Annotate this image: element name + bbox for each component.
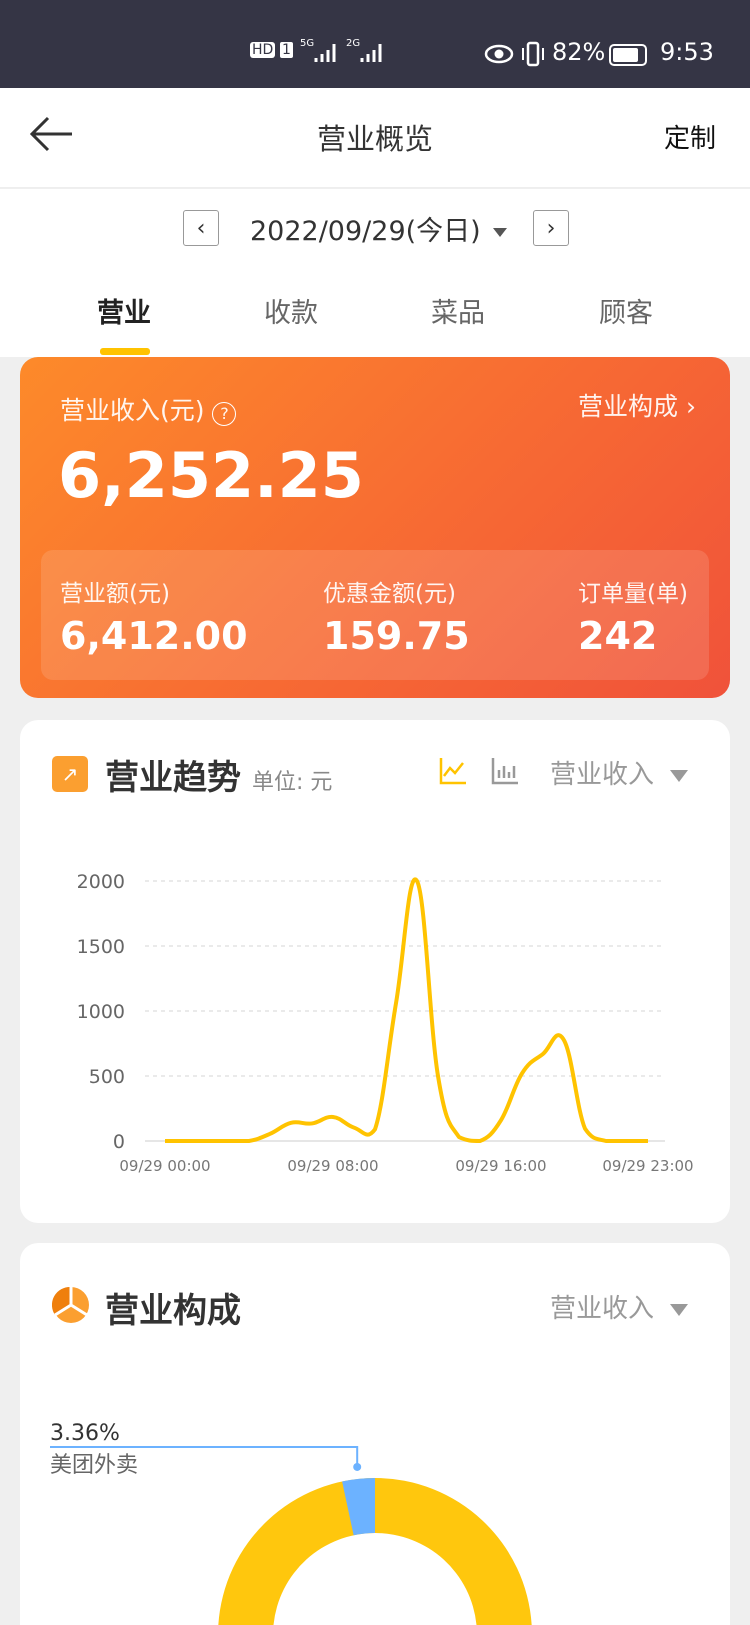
slice-name-label: 美团外卖 xyxy=(50,1453,138,1478)
line-chart-icon[interactable] xyxy=(438,756,468,786)
date-selector[interactable]: 2022/09/29(今日) xyxy=(250,209,507,248)
income-value: 6,252.25 xyxy=(58,439,364,512)
x-tick-label: 09/29 16:00 xyxy=(455,1157,546,1175)
composition-title: 营业构成 xyxy=(105,1291,241,1331)
signal-icon xyxy=(314,44,336,62)
x-tick-label: 09/29 08:00 xyxy=(287,1157,378,1175)
x-tick-label: 09/29 23:00 xyxy=(602,1157,693,1175)
battery-percent: 82% xyxy=(552,38,606,66)
trend-icon: ↗ xyxy=(52,756,88,792)
vibrate-icon xyxy=(522,41,544,67)
back-arrow-icon[interactable] xyxy=(28,116,74,152)
composition-link[interactable]: 营业构成 › xyxy=(578,392,696,421)
donut-slice xyxy=(218,1477,532,1625)
date-and-tabs: ‹ 2022/09/29(今日) › 营业 收款 菜品 顾客 xyxy=(0,189,750,357)
battery-icon xyxy=(609,44,647,66)
tab-business[interactable]: 营业 xyxy=(97,298,151,329)
trend-title: 营业趋势 xyxy=(105,758,241,798)
status-bar: HD 1 5G 2G 82% 9:53 xyxy=(0,0,750,88)
network-5g-label: 5G xyxy=(300,38,315,49)
composition-donut-chart: 3.36% 美团外卖 xyxy=(50,1421,532,1625)
next-day-button[interactable]: › xyxy=(533,210,569,246)
stat-value: 159.75 xyxy=(323,614,470,658)
caret-down-icon xyxy=(670,769,689,782)
stat-value: 242 xyxy=(578,614,658,658)
label-leader-line xyxy=(50,1445,359,1467)
date-value: 2022/09/29(今日) xyxy=(250,216,481,247)
composition-metric-selector[interactable]: 营业收入 xyxy=(550,1288,689,1325)
trend-line-chart: 0 500 1000 1500 2000 09/29 00:00 09/29 08:00 09… xyxy=(77,871,694,1175)
trend-series-line xyxy=(164,877,648,1143)
chevron-right-icon: › xyxy=(686,392,696,421)
sim-icon: 1 xyxy=(280,42,293,58)
composition-card: 营业构成 营业收入 3.36% 美团外卖 xyxy=(20,1243,730,1625)
caret-down-icon xyxy=(492,228,507,237)
tab-payments[interactable]: 收款 xyxy=(264,298,318,329)
tab-dishes[interactable]: 菜品 xyxy=(431,298,485,329)
network-2g-label: 2G xyxy=(346,38,361,49)
clock: 9:53 xyxy=(660,38,714,66)
page-title: 营业概览 xyxy=(316,122,433,156)
y-tick-label: 2000 xyxy=(77,871,125,893)
app-header: 营业概览 定制 xyxy=(0,88,750,188)
bar-chart-icon[interactable] xyxy=(490,756,520,786)
income-label: 营业收入(元) ? xyxy=(60,391,237,427)
signal-icon xyxy=(360,44,382,62)
hd-icon: HD xyxy=(250,42,276,58)
x-tick-label: 09/29 00:00 xyxy=(119,1157,210,1175)
label-dot xyxy=(353,1462,362,1471)
tab-customers[interactable]: 顾客 xyxy=(599,298,653,329)
y-tick-label: 1000 xyxy=(77,1001,125,1023)
unit-label: 单位: 元 xyxy=(252,770,333,795)
y-tick-label: 0 xyxy=(113,1131,125,1153)
trend-card: ↗ 营业趋势 单位: 元 营业收入 0 500 1000 1500 2000 09/29 … xyxy=(20,720,730,1223)
eye-icon xyxy=(484,44,514,64)
slice-percent-label: 3.36% xyxy=(50,1421,120,1446)
tab-active-indicator xyxy=(100,348,150,355)
prev-day-button[interactable]: ‹ xyxy=(183,210,219,246)
stats-panel: 营业额(元) 6,412.00 优惠金额(元) 159.75 订单量(单) 24… xyxy=(41,550,709,680)
income-summary-card: 营业收入(元) ? 营业构成 › 6,252.25 营业额(元) 6,412.0… xyxy=(20,357,730,698)
y-tick-label: 500 xyxy=(89,1066,125,1088)
caret-down-icon xyxy=(670,1303,689,1316)
stat-label: 营业额(元) xyxy=(60,581,170,607)
stat-label: 优惠金额(元) xyxy=(323,581,456,607)
metric-selector[interactable]: 营业收入 xyxy=(550,754,689,791)
pie-icon xyxy=(52,1286,89,1323)
donut-slice xyxy=(342,1478,375,1536)
y-tick-label: 1500 xyxy=(77,936,125,958)
stat-label: 订单量(单) xyxy=(578,581,688,607)
stat-value: 6,412.00 xyxy=(60,614,248,658)
help-icon[interactable]: ? xyxy=(212,402,237,426)
customize-button[interactable]: 定制 xyxy=(663,124,716,154)
